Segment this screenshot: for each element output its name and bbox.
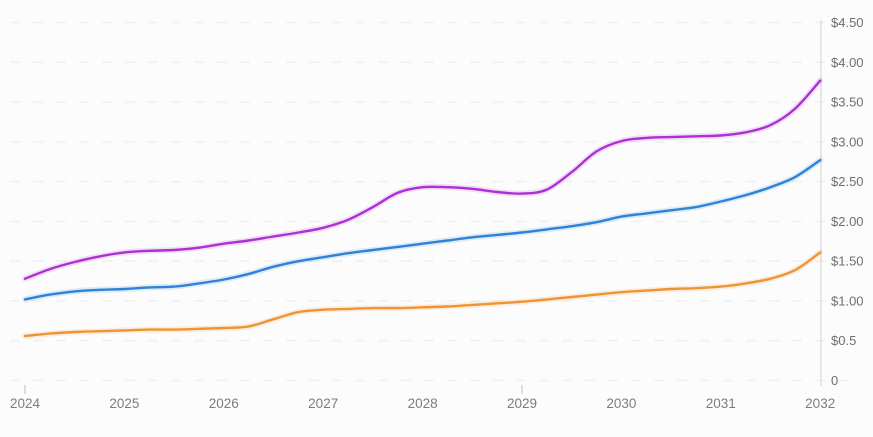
x-axis-label: 2027 (308, 396, 338, 411)
x-axis-label: 2028 (408, 396, 438, 411)
gridlines (10, 21, 856, 382)
orange-line[interactable] (23, 251, 822, 338)
y-axis-label: $4.00 (831, 55, 864, 70)
y-axis-label: $2.50 (831, 174, 864, 189)
x-axis-ticks (24, 385, 523, 394)
y-axis-label: $4.50 (831, 15, 864, 30)
y-axis-label: 0 (831, 373, 838, 388)
y-axis-label: $1.50 (831, 254, 864, 269)
x-axis-label: 2026 (209, 396, 239, 411)
y-axis-label: $0.5 (831, 333, 856, 348)
series-lines (22, 77, 824, 339)
x-axis-label: 2024 (10, 396, 41, 411)
orange-line-halo (22, 249, 824, 339)
y-axis-labels: $4.50 $4.00 $3.50 $3.00 $2.50 $2.00 $1.50 $1.00… (831, 15, 864, 388)
x-axis-label: 2031 (706, 396, 736, 411)
y-axis-label: $3.50 (831, 95, 864, 110)
x-axis-label: 2032 (805, 396, 835, 411)
magenta-line-halo (22, 77, 824, 282)
x-axis-label: 2029 (507, 396, 537, 411)
magenta-line[interactable] (23, 79, 822, 280)
x-axis-labels: 2024 2025 2026 2027 2028 2029 2030 2031 2032 (10, 396, 835, 411)
x-axis-label: 2030 (606, 396, 636, 411)
x-axis-label: 2025 (109, 396, 139, 411)
y-axis-label: $3.00 (831, 134, 864, 149)
y-axis-label: $2.00 (831, 214, 864, 229)
y-axis-label: $1.00 (831, 293, 864, 308)
blue-line[interactable] (23, 158, 822, 301)
